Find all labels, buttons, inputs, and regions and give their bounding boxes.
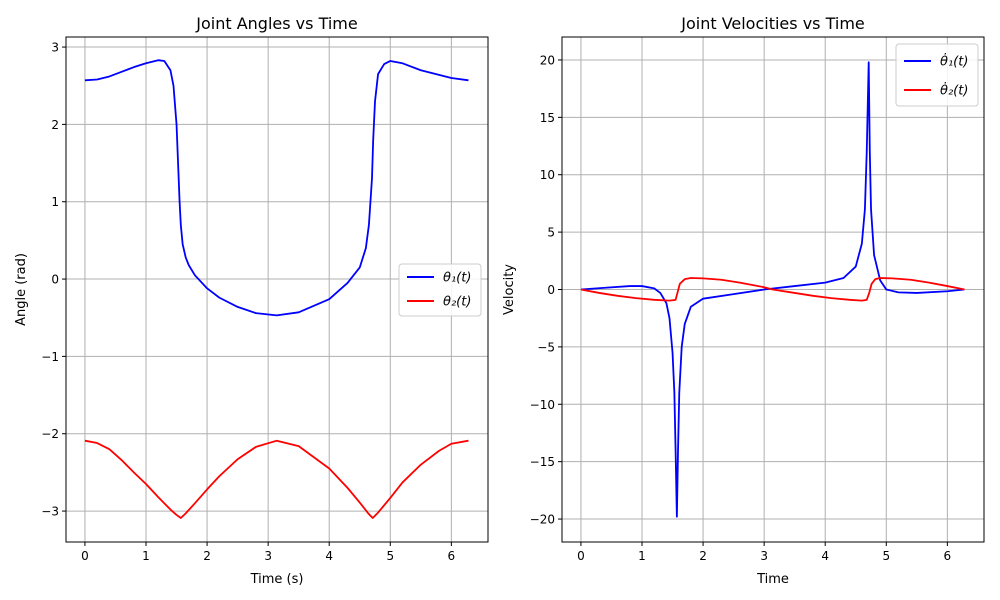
angles-y-tick-label: 1 [51, 195, 59, 209]
velocities-x-tick-label: 1 [638, 549, 646, 563]
legend-label-theta1-dot: θ̇₁(t) [940, 53, 968, 69]
angles-x-tick-label: 4 [325, 549, 333, 563]
angles-y-tick-label: 3 [51, 41, 59, 55]
velocities-y-tick-label: 15 [540, 111, 555, 125]
angles-x-tick-label: 2 [203, 549, 211, 563]
velocities-y-tick-label: −15 [530, 455, 555, 469]
velocities-chart: 0 1 2 3 4 5 6 −20 −15 −10 −5 0 5 10 15 20 Joint Velocit… [502, 14, 985, 587]
velocities-chart-title: Joint Velocities vs Time [680, 14, 865, 33]
angles-x-tick-label: 5 [386, 549, 394, 563]
velocities-x-tick-label: 2 [699, 549, 707, 563]
velocities-x-tick-label: 5 [882, 549, 890, 563]
velocities-y-tick-label: −10 [530, 398, 555, 412]
angles-y-tick-label: 0 [51, 273, 59, 287]
legend-label-theta1: θ₁(t) [443, 271, 471, 286]
angles-plot-frame [65, 36, 489, 543]
velocities-x-tick-label: 0 [577, 549, 585, 563]
angles-series-1-line [84, 59, 469, 317]
angles-y-tick-label: −2 [41, 427, 59, 441]
angles-chart: 0 1 2 3 4 5 6 −3 −2 −1 0 1 2 3 Joint Angles vs Time T… [14, 14, 489, 587]
velocities-y-tick-label: −20 [530, 513, 555, 527]
velocities-legend: θ̇₁(t) θ̇₂(t) [895, 43, 979, 107]
velocities-series [580, 61, 965, 518]
velocities-y-tick-label: 5 [547, 226, 555, 240]
velocities-y-tick-label: 10 [540, 168, 555, 182]
angles-x-axis-label: Time (s) [250, 572, 304, 587]
velocities-y-axis-label: Velocity [502, 264, 517, 315]
angles-y-tick-label: −3 [41, 505, 59, 519]
velocities-y-tick-label: 20 [540, 53, 555, 67]
velocities-x-tick-label: 6 [944, 549, 952, 563]
velocities-y-tick-label: −5 [537, 340, 555, 354]
angles-x-tick-label: 1 [142, 549, 150, 563]
legend-label-theta2-dot: θ̇₂(t) [940, 82, 968, 98]
velocities-x-axis-label: Time [756, 572, 789, 587]
angles-y-tick-label: 2 [51, 118, 59, 132]
angles-x-tick-label: 3 [264, 549, 272, 563]
angles-series [84, 59, 469, 519]
velocities-ticks: 0 1 2 3 4 5 6 −20 −15 −10 −5 0 5 10 15 20 [530, 53, 952, 563]
angles-legend: θ₁(t) θ₂(t) [398, 263, 482, 317]
legend-label-theta2: θ₂(t) [443, 295, 471, 310]
angles-y-tick-label: −1 [41, 350, 59, 364]
velocities-series-2-line [580, 277, 965, 302]
velocities-series-1-line [580, 61, 965, 518]
velocities-y-tick-label: 0 [547, 283, 555, 297]
angles-ticks: 0 1 2 3 4 5 6 −3 −2 −1 0 1 2 3 [41, 41, 455, 563]
angles-x-tick-label: 6 [448, 549, 456, 563]
angles-y-axis-label: Angle (rad) [14, 253, 29, 326]
angles-chart-title: Joint Angles vs Time [195, 14, 357, 33]
velocities-x-tick-label: 3 [760, 549, 768, 563]
angles-series-2-line [84, 439, 469, 519]
velocities-x-tick-label: 4 [821, 549, 829, 563]
angles-x-tick-label: 0 [81, 549, 89, 563]
